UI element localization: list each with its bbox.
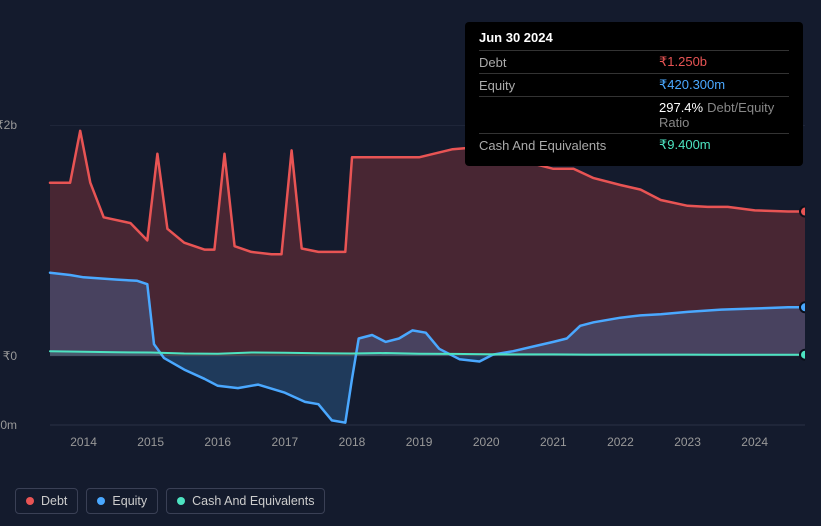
x-axis-label: 2018 [339, 435, 366, 449]
x-axis-label: 2020 [473, 435, 500, 449]
legend-item[interactable]: Cash And Equivalents [166, 488, 325, 514]
x-axis-label: 2014 [70, 435, 97, 449]
legend-label: Cash And Equivalents [192, 494, 314, 508]
x-axis-label: 2016 [204, 435, 231, 449]
x-axis-label: 2022 [607, 435, 634, 449]
x-axis-label: 2017 [272, 435, 299, 449]
legend-label: Equity [112, 494, 147, 508]
tooltip-row: 297.4%Debt/Equity Ratio [479, 96, 789, 133]
y-axis-label: ₹0 [0, 349, 17, 363]
tooltip-label: Cash And Equivalents [479, 138, 659, 153]
y-axis-label: ₹2b [0, 118, 17, 132]
tooltip-value: 297.4%Debt/Equity Ratio [659, 100, 789, 130]
y-axis-label: -₹600m [0, 418, 17, 432]
tooltip-date: Jun 30 2024 [479, 30, 789, 50]
chart-legend: Debt Equity Cash And Equivalents [15, 488, 325, 514]
x-axis-label: 2019 [406, 435, 433, 449]
legend-dot-icon [97, 497, 105, 505]
legend-label: Debt [41, 494, 67, 508]
tooltip-value: ₹1.250b [659, 54, 789, 70]
tooltip-row: Debt₹1.250b [479, 50, 789, 73]
tooltip-label: Debt [479, 55, 659, 70]
chart-tooltip: Jun 30 2024 Debt₹1.250bEquity₹420.300m29… [465, 22, 803, 166]
x-axis-label: 2024 [741, 435, 768, 449]
x-axis-label: 2023 [674, 435, 701, 449]
tooltip-value: ₹420.300m [659, 77, 789, 93]
debt-equity-chart: ₹2b₹0-₹600m20142015201620172018201920202… [15, 125, 805, 480]
legend-item[interactable]: Debt [15, 488, 78, 514]
tooltip-row: Equity₹420.300m [479, 73, 789, 96]
tooltip-value: ₹9.400m [659, 137, 789, 153]
tooltip-label: Equity [479, 78, 659, 93]
legend-item[interactable]: Equity [86, 488, 158, 514]
x-axis-label: 2015 [137, 435, 164, 449]
x-axis-label: 2021 [540, 435, 567, 449]
tooltip-row: Cash And Equivalents₹9.400m [479, 133, 789, 156]
legend-dot-icon [26, 497, 34, 505]
legend-dot-icon [177, 497, 185, 505]
